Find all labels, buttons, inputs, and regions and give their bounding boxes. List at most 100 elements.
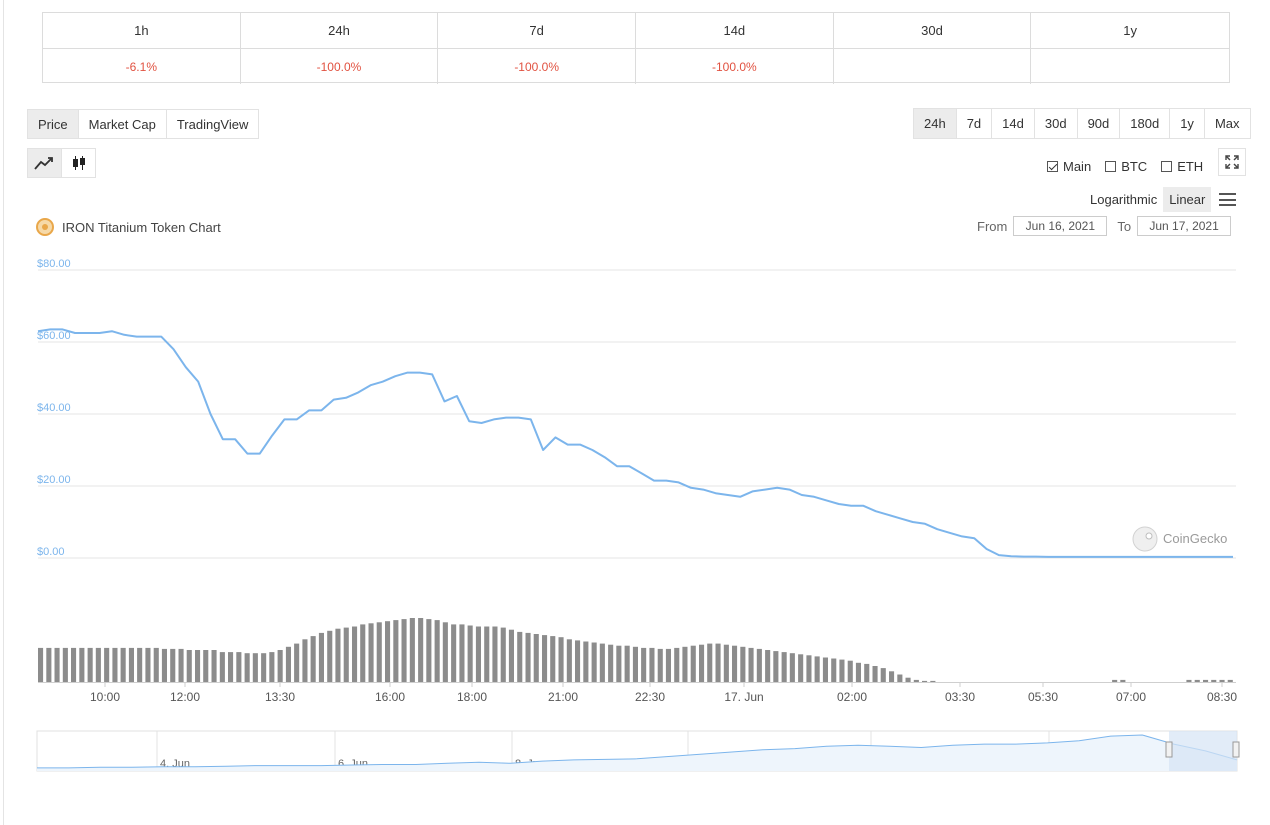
volume-bar xyxy=(707,643,713,682)
volume-bar xyxy=(789,653,795,682)
x-tick-label: 13:30 xyxy=(265,690,295,704)
volume-bar xyxy=(376,622,382,682)
volume-bar xyxy=(822,657,828,682)
volume-bar xyxy=(38,647,44,682)
chart-type-tabs: Price Market Cap TradingView xyxy=(27,109,260,139)
volume-bar xyxy=(798,654,804,682)
volume-bar xyxy=(484,626,490,682)
volume-bar xyxy=(624,645,630,682)
eth-checkbox[interactable] xyxy=(1161,161,1173,172)
candlestick-button[interactable] xyxy=(62,149,95,177)
navigator-right-handle[interactable] xyxy=(1232,741,1240,758)
volume-bar xyxy=(599,643,605,682)
volume-bar xyxy=(732,645,738,682)
volume-bar xyxy=(847,660,853,682)
price-series-line xyxy=(37,328,1233,558)
fullscreen-button[interactable] xyxy=(1218,148,1246,176)
range-max[interactable]: Max xyxy=(1204,109,1250,138)
range-7d[interactable]: 7d xyxy=(956,109,993,138)
volume-bar xyxy=(310,636,316,682)
volume-bar xyxy=(872,666,878,682)
line-chart-icon xyxy=(33,157,53,170)
range-14d[interactable]: 14d xyxy=(992,109,1035,138)
change-value-30d xyxy=(834,49,1032,84)
volume-bar xyxy=(302,639,308,682)
volume-bar xyxy=(765,650,771,682)
volume-bar xyxy=(426,619,432,682)
range-24h[interactable]: 24h xyxy=(914,109,957,138)
main-checkbox[interactable] xyxy=(1047,161,1058,172)
volume-bar xyxy=(905,677,911,682)
change-header-7d: 7d xyxy=(438,13,636,49)
change-header-1h: 1h xyxy=(43,13,241,49)
volume-bar xyxy=(95,647,101,682)
volume-bar xyxy=(385,621,391,682)
volume-bar xyxy=(418,618,424,682)
volume-bar xyxy=(1186,679,1192,682)
compare-main[interactable]: Main xyxy=(1047,159,1091,174)
volume-bar xyxy=(517,631,523,682)
scale-logarithmic[interactable]: Logarithmic xyxy=(1090,192,1158,207)
compare-options: Main BTC ETH xyxy=(1047,159,1203,174)
volume-bar xyxy=(343,627,349,682)
volume-bar xyxy=(913,679,919,682)
x-tick-label: 07:00 xyxy=(1116,690,1146,704)
volume-bar xyxy=(500,627,506,682)
range-30d[interactable]: 30d xyxy=(1034,109,1078,138)
volume-bar xyxy=(161,648,167,682)
change-value-1h: -6.1% xyxy=(43,49,241,84)
x-tick-label: 03:30 xyxy=(945,690,975,704)
chart-menu-icon[interactable] xyxy=(1219,193,1237,206)
range-90d[interactable]: 90d xyxy=(1077,109,1121,138)
volume-bar xyxy=(277,650,283,682)
volume-bar xyxy=(855,662,861,682)
x-tick-label: 02:00 xyxy=(837,690,867,704)
volume-bar xyxy=(261,653,267,682)
volume-bar xyxy=(236,652,242,682)
line-chart-button[interactable] xyxy=(28,149,62,177)
volume-bar xyxy=(46,647,52,682)
volume-bar xyxy=(649,647,655,682)
compare-btc[interactable]: BTC xyxy=(1105,159,1147,174)
compare-eth[interactable]: ETH xyxy=(1161,159,1203,174)
volume-bar xyxy=(781,652,787,682)
y-tick-label: $60.00 xyxy=(37,330,71,342)
volume-bar xyxy=(632,646,638,682)
btc-checkbox[interactable] xyxy=(1105,161,1117,172)
tab-tradingview[interactable]: TradingView xyxy=(166,110,259,138)
volume-bar xyxy=(252,653,258,682)
change-header-14d: 14d xyxy=(636,13,834,49)
scale-linear[interactable]: Linear xyxy=(1163,187,1212,212)
y-tick-label: $40.00 xyxy=(37,402,71,414)
volume-bar xyxy=(451,624,457,682)
range-1y[interactable]: 1y xyxy=(1170,109,1205,138)
navigator-left-handle[interactable] xyxy=(1165,741,1173,758)
candlestick-icon xyxy=(72,156,85,170)
volume-bar xyxy=(1194,679,1200,682)
change-value-24h: -100.0% xyxy=(241,49,439,84)
range-180d[interactable]: 180d xyxy=(1120,109,1171,138)
navigator-area xyxy=(37,735,1237,771)
change-value-14d: -100.0% xyxy=(636,49,834,84)
y-tick-label: $80.00 xyxy=(37,258,71,270)
from-date-input[interactable]: Jun 16, 2021 xyxy=(1013,216,1108,236)
volume-bar xyxy=(1112,679,1118,682)
scale-toggle: Logarithmic Linear xyxy=(1084,187,1237,212)
volume-bar xyxy=(699,644,705,682)
coingecko-logo-icon xyxy=(1132,526,1158,552)
volume-bar xyxy=(550,636,556,682)
volume-bar xyxy=(294,643,300,682)
volume-bar xyxy=(674,647,680,682)
volume-bar xyxy=(467,625,473,682)
volume-bar xyxy=(682,646,688,682)
volume-bar xyxy=(889,671,895,682)
volume-bar xyxy=(839,659,845,682)
volume-bar xyxy=(665,648,671,682)
volume-bar xyxy=(71,647,77,682)
to-date-input[interactable]: Jun 17, 2021 xyxy=(1137,216,1232,236)
volume-bar xyxy=(186,650,192,682)
x-tick-label: 10:00 xyxy=(90,690,120,704)
x-tick-label: 22:30 xyxy=(635,690,665,704)
tab-price[interactable]: Price xyxy=(28,110,79,138)
tab-market-cap[interactable]: Market Cap xyxy=(78,110,167,138)
